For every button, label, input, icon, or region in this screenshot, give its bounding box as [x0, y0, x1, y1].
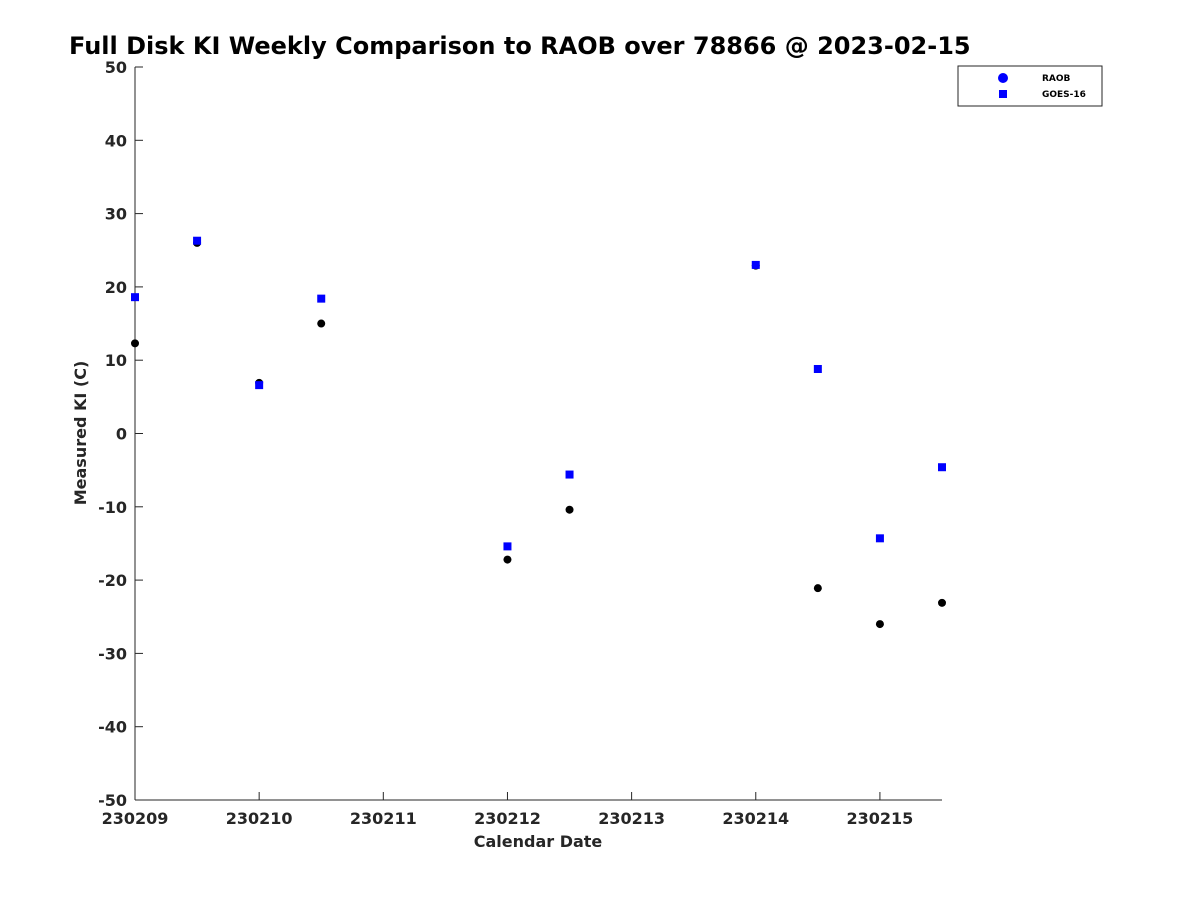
legend: RAOB GOES-16: [957, 65, 1103, 107]
goes16-point: [565, 470, 574, 479]
raob-point: [565, 505, 574, 514]
goes16-point: [193, 236, 202, 245]
y-tick-label: 10: [105, 351, 127, 370]
x-tick-label: 230212: [474, 809, 541, 828]
x-axis-label: Calendar Date: [474, 832, 603, 851]
y-tick-label: 0: [116, 425, 127, 444]
chart-title: Full Disk KI Weekly Comparison to RAOB o…: [69, 32, 971, 60]
y-tick-label: 30: [105, 205, 127, 224]
goes16-point: [938, 463, 946, 472]
goes16-point: [875, 534, 884, 543]
x-tick-label: 230213: [598, 809, 665, 828]
x-tick-label: 230211: [350, 809, 417, 828]
y-tick-label: -40: [98, 718, 127, 737]
goes16-point: [751, 260, 760, 269]
y-tick-label: -20: [98, 571, 127, 590]
axes: [134, 67, 942, 801]
goes16-point: [255, 381, 264, 390]
legend-goes16-marker: [999, 90, 1007, 98]
y-tick-label: 40: [105, 131, 127, 150]
goes16-point: [131, 293, 139, 302]
data-points: [131, 236, 946, 629]
goes16-point: [813, 364, 822, 373]
legend-box: [957, 65, 1103, 107]
raob-point: [813, 584, 822, 593]
x-tick-label: 230209: [102, 809, 169, 828]
raob-point: [317, 319, 326, 328]
y-tick-label: -50: [98, 791, 127, 810]
raob-point: [875, 620, 884, 629]
x-tick-label: 230214: [722, 809, 789, 828]
raob-point: [503, 555, 512, 564]
raob-point: [938, 598, 946, 607]
x-ticks: 230209 230210 230211 230212 230213 230214 2302…: [102, 792, 914, 828]
y-tick-label: 20: [105, 278, 127, 297]
y-ticks: 50 40 30 20 10 0 -10 -20 -30 -40 -50: [98, 58, 143, 810]
legend-label: GOES-16: [1042, 90, 1086, 100]
legend-raob-marker: [998, 73, 1008, 83]
legend-label: RAOB: [1042, 74, 1071, 84]
y-tick-label: -10: [98, 498, 127, 517]
y-tick-label: 50: [105, 58, 127, 77]
goes16-point: [503, 542, 512, 551]
y-tick-label: -30: [98, 644, 127, 663]
x-tick-label: 230215: [847, 809, 914, 828]
goes16-point: [317, 294, 326, 303]
y-axis-label: Measured KI (C): [71, 361, 90, 506]
x-tick-label: 230210: [226, 809, 293, 828]
raob-point: [131, 339, 139, 348]
